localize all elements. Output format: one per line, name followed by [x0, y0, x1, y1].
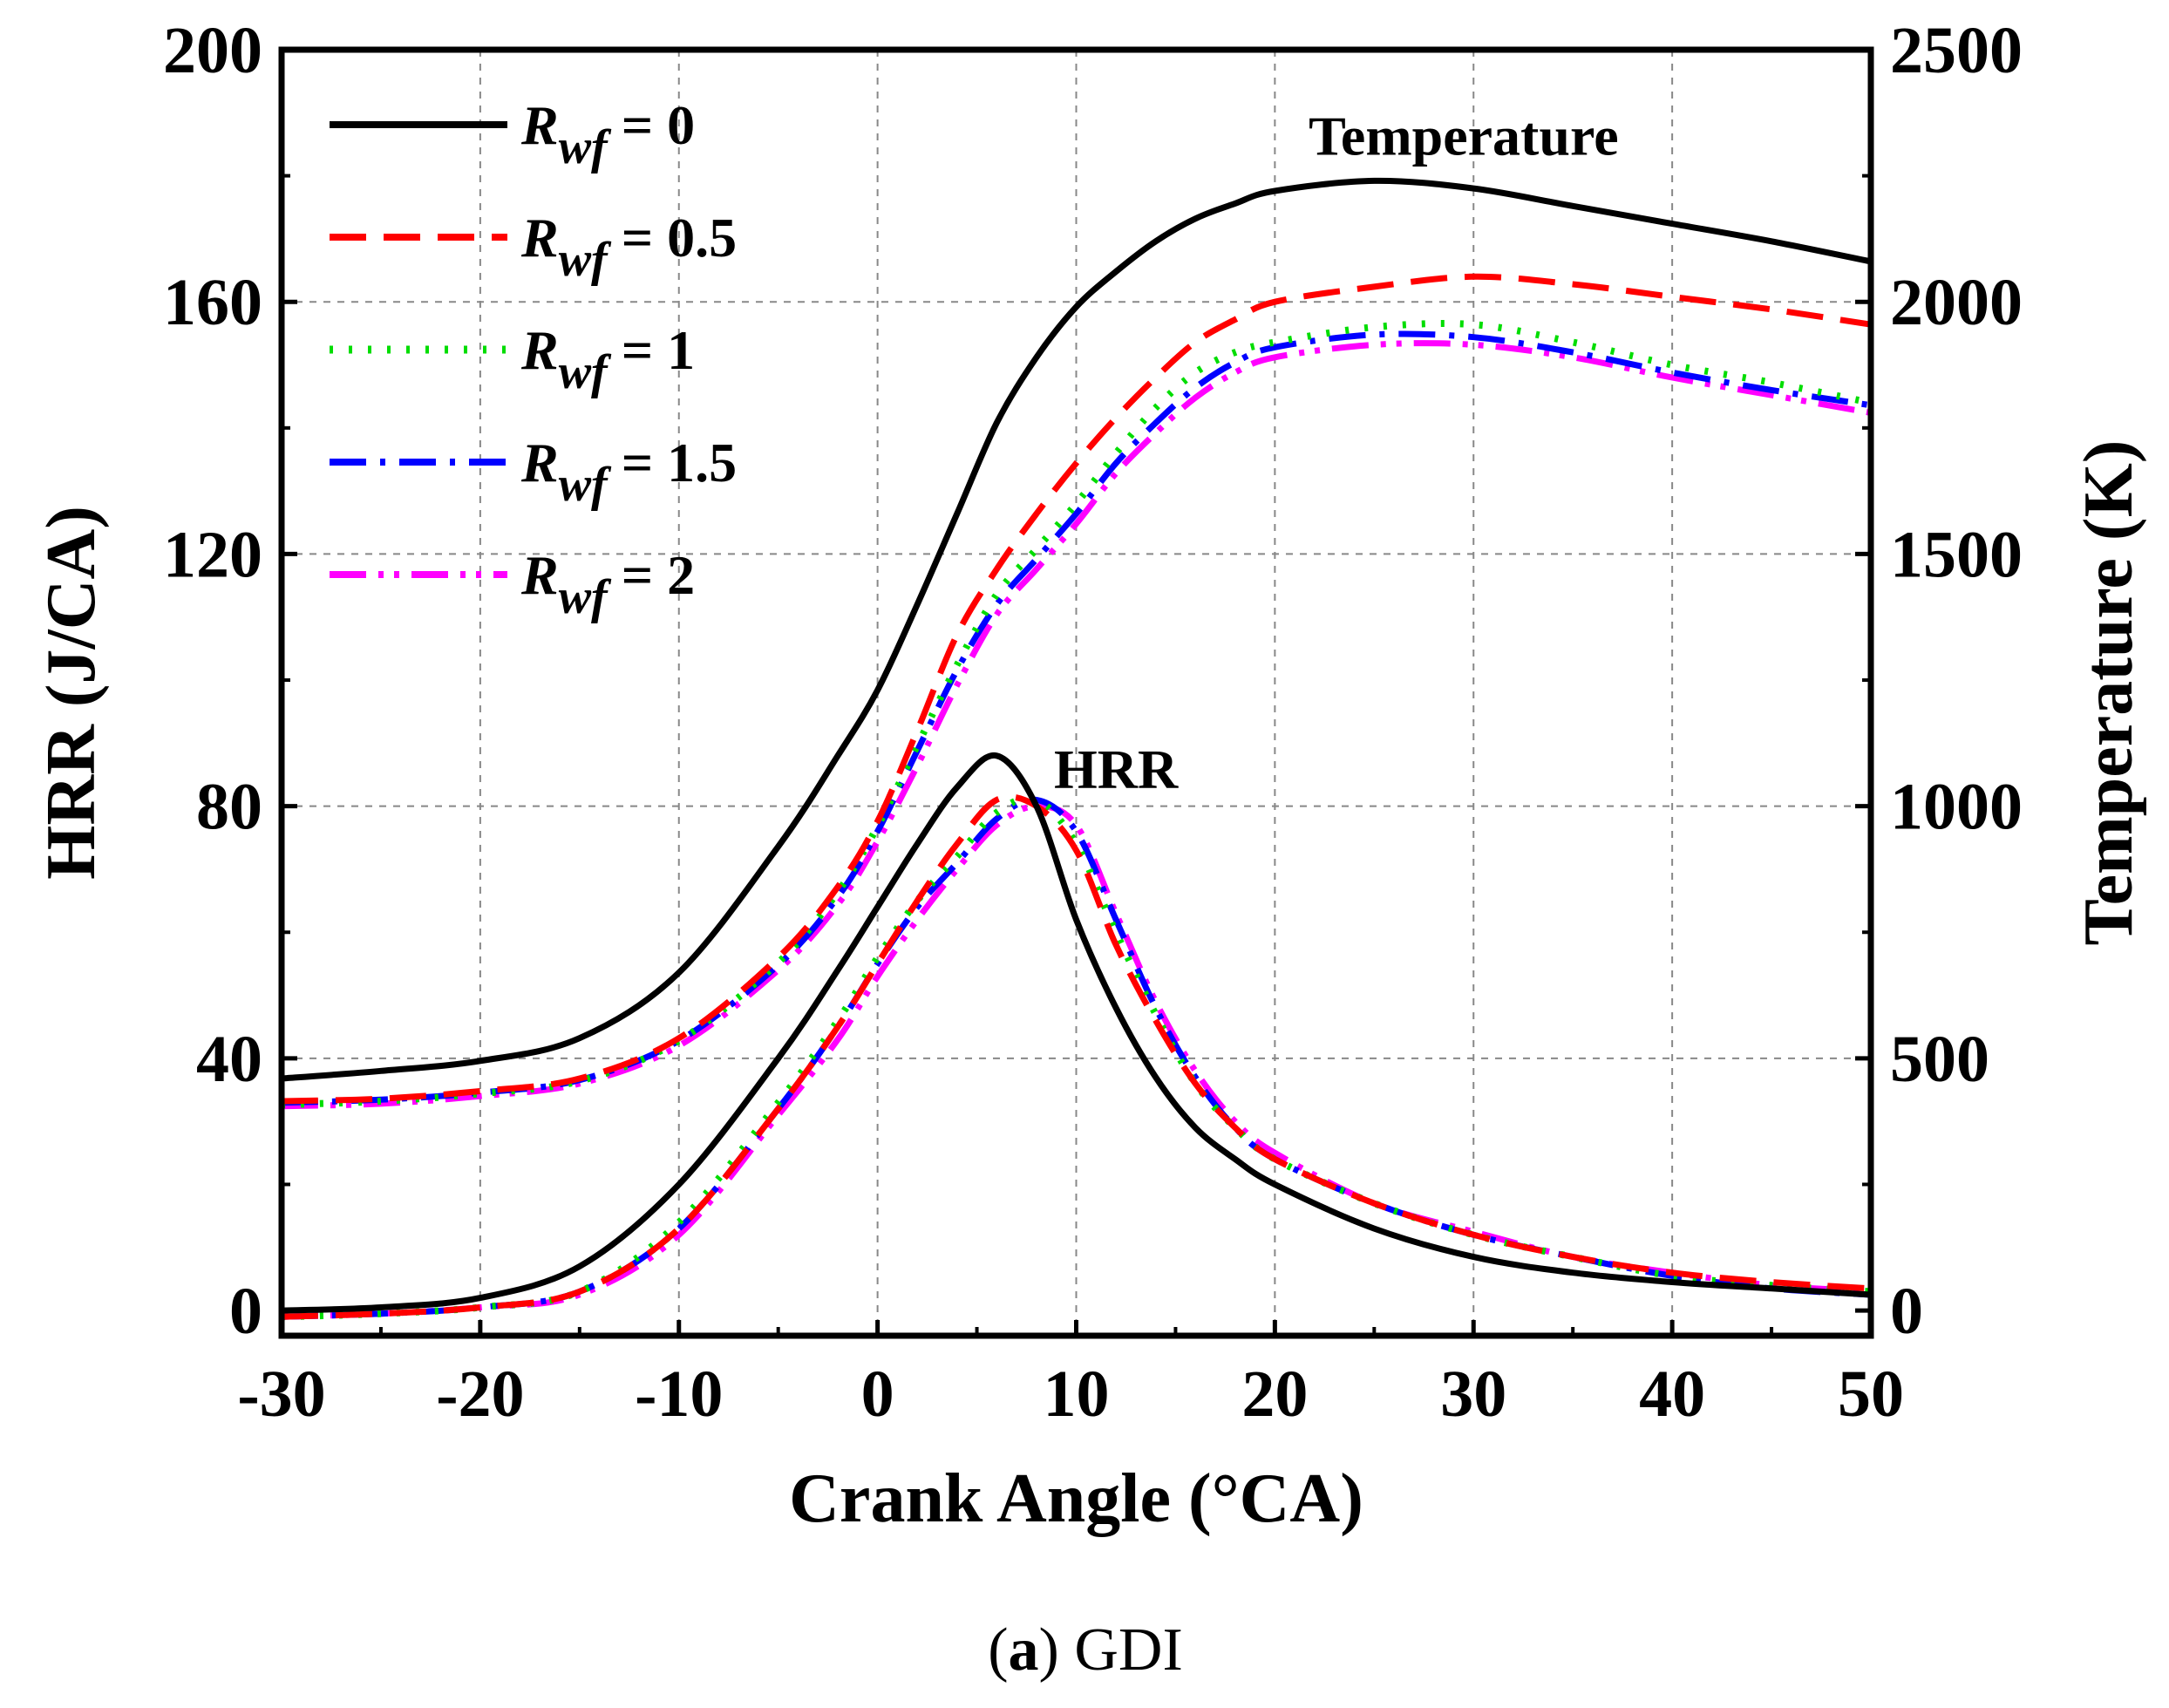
y-left-tick-label: 120: [163, 518, 262, 591]
series-layer: [281, 177, 1872, 1321]
y-right-tick-label: 500: [1890, 1023, 1989, 1096]
temperature-line-series-4: [281, 340, 1872, 1110]
x-tick-label: -20: [436, 1358, 524, 1431]
y-right-tick-label: 1000: [1890, 771, 2023, 844]
y-left-tick-label: 160: [163, 266, 262, 339]
y-left-axis-title: HRR (J/CA): [33, 506, 110, 880]
legend-subscript: wf: [559, 458, 612, 512]
hrr-line-series-3: [281, 796, 1872, 1320]
x-tick-label: 20: [1241, 1358, 1308, 1431]
figure-caption: (a) GDI: [988, 1616, 1183, 1684]
legend-subscript: wf: [559, 570, 612, 624]
grid: [282, 50, 1871, 1336]
legend-symbol: R: [520, 94, 559, 156]
x-tick-label: 10: [1044, 1358, 1110, 1431]
caption-letter: a: [1009, 1616, 1039, 1684]
hrr-line-series-0: [281, 752, 1872, 1314]
legend-symbol: R: [520, 207, 559, 269]
legend-symbol: R: [520, 432, 559, 493]
temperature-line-series-0: [281, 177, 1872, 1082]
x-tick-label: -10: [635, 1358, 723, 1431]
y-left-tick-label: 0: [229, 1275, 262, 1348]
ticks: [279, 47, 1873, 1336]
tick-labels: -30 -20 -10 0 10 20 30 40 5004080120160200050010…: [163, 14, 2023, 1431]
legend-subscript: wf: [559, 345, 612, 399]
legend-symbol: R: [520, 544, 559, 606]
y-right-axis-title: Temperature (K): [2070, 440, 2147, 946]
x-tick-label: 50: [1838, 1358, 1904, 1431]
legend-subscript: wf: [559, 233, 612, 287]
y-right-tick-label: 2000: [1890, 266, 2023, 339]
x-axis-title: Crank Angle (°CA): [789, 1460, 1363, 1537]
legend-label-2: Rwf = 1: [520, 319, 695, 399]
y-right-tick-label: 0: [1890, 1275, 1923, 1348]
x-tick-label: 0: [861, 1358, 894, 1431]
y-left-tick-label: 40: [196, 1023, 262, 1096]
y-left-tick-label: 80: [196, 771, 262, 844]
legend-symbol: R: [520, 319, 559, 381]
legend-value: = 0.5: [608, 207, 737, 269]
legend-subscript: wf: [559, 120, 612, 174]
y-right-tick-label: 1500: [1890, 518, 2023, 591]
caption-prefix: (: [988, 1616, 1008, 1684]
legend-label-0: Rwf = 0: [520, 94, 695, 174]
legend-label-4: Rwf = 2: [520, 544, 695, 624]
legend-label-1: Rwf = 0.5: [520, 207, 737, 287]
x-tick-label: -30: [237, 1358, 325, 1431]
legend-value: = 0: [608, 94, 695, 156]
legend-value: = 1.5: [608, 432, 737, 493]
legend-label-3: Rwf = 1.5: [520, 432, 737, 512]
temperature-annotation: Temperature: [1309, 105, 1619, 167]
legend-value: = 1: [608, 319, 695, 381]
x-tick-label: 40: [1639, 1358, 1705, 1431]
legend-value: = 2: [608, 544, 695, 606]
y-left-tick-label: 200: [163, 14, 262, 87]
x-tick-label: 30: [1440, 1358, 1506, 1431]
temperature-line-series-1: [281, 273, 1872, 1105]
hrr-annotation: HRR: [1054, 738, 1179, 800]
y-right-tick-label: 2500: [1890, 14, 2023, 87]
caption-suffix: ) GDI: [1039, 1616, 1183, 1684]
